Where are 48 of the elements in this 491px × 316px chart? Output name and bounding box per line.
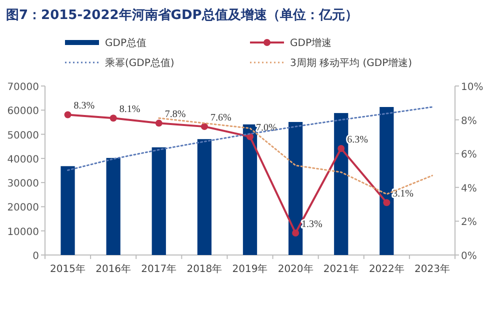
legend-label: 乘幂(GDP总值) [105,57,174,69]
y2-tick-label: 2% [461,217,477,228]
legend-label: GDP总值 [105,37,146,49]
x-tick-label: 2016年 [96,263,132,275]
data-label: 1.3% [302,219,322,230]
y-tick-label: 40000 [7,154,39,166]
y-tick-label: 20000 [7,202,39,214]
x-tick-label: 2017年 [141,263,177,275]
y-tick-label: 0 [32,251,39,262]
y2-tick-label: 6% [461,150,477,161]
y2-tick-label: 10% [461,82,484,93]
bar [197,139,212,255]
bar [106,158,120,255]
chart-title: 图7：2015-2022年河南省GDP总值及增速（单位：亿元） [6,7,358,23]
y-tick-label: 50000 [7,130,39,142]
bar [242,124,258,255]
data-label: 7.6% [210,112,232,124]
x-tick-label: 2015年 [50,263,86,275]
data-label: 8.3% [74,100,95,112]
bar [60,166,75,255]
point [155,120,162,127]
point [64,111,72,118]
x-tick-label: 2020年 [278,263,314,275]
y2-tick-label: 4% [461,183,477,194]
point [383,199,390,206]
legend-label: GDP增速 [290,37,332,49]
data-label: 7.8% [164,109,186,120]
y-tick-label: 10000 [7,226,39,238]
y2-tick-label: 8% [461,116,477,127]
y-tick-label: 60000 [7,106,39,118]
x-tick-label: 2021年 [323,263,359,275]
bar [334,113,348,255]
legend-label: 3周期 移动平均 (GDP增速) [290,57,412,69]
point [110,114,117,122]
y-tick-label: 70000 [7,82,39,93]
point [292,230,300,237]
data-label: 8.1% [119,104,140,116]
point [338,145,345,152]
x-tick-label: 2019年 [232,263,268,275]
bar [380,107,394,255]
y2-tick-label: 0% [461,251,477,262]
x-tick-label: 2023年 [414,263,450,275]
y-tick-label: 30000 [7,178,39,190]
bar [288,122,303,255]
x-tick-label: 2022年 [368,263,404,275]
x-tick-label: 2018年 [186,263,222,275]
bar [152,147,166,255]
point [200,123,208,130]
